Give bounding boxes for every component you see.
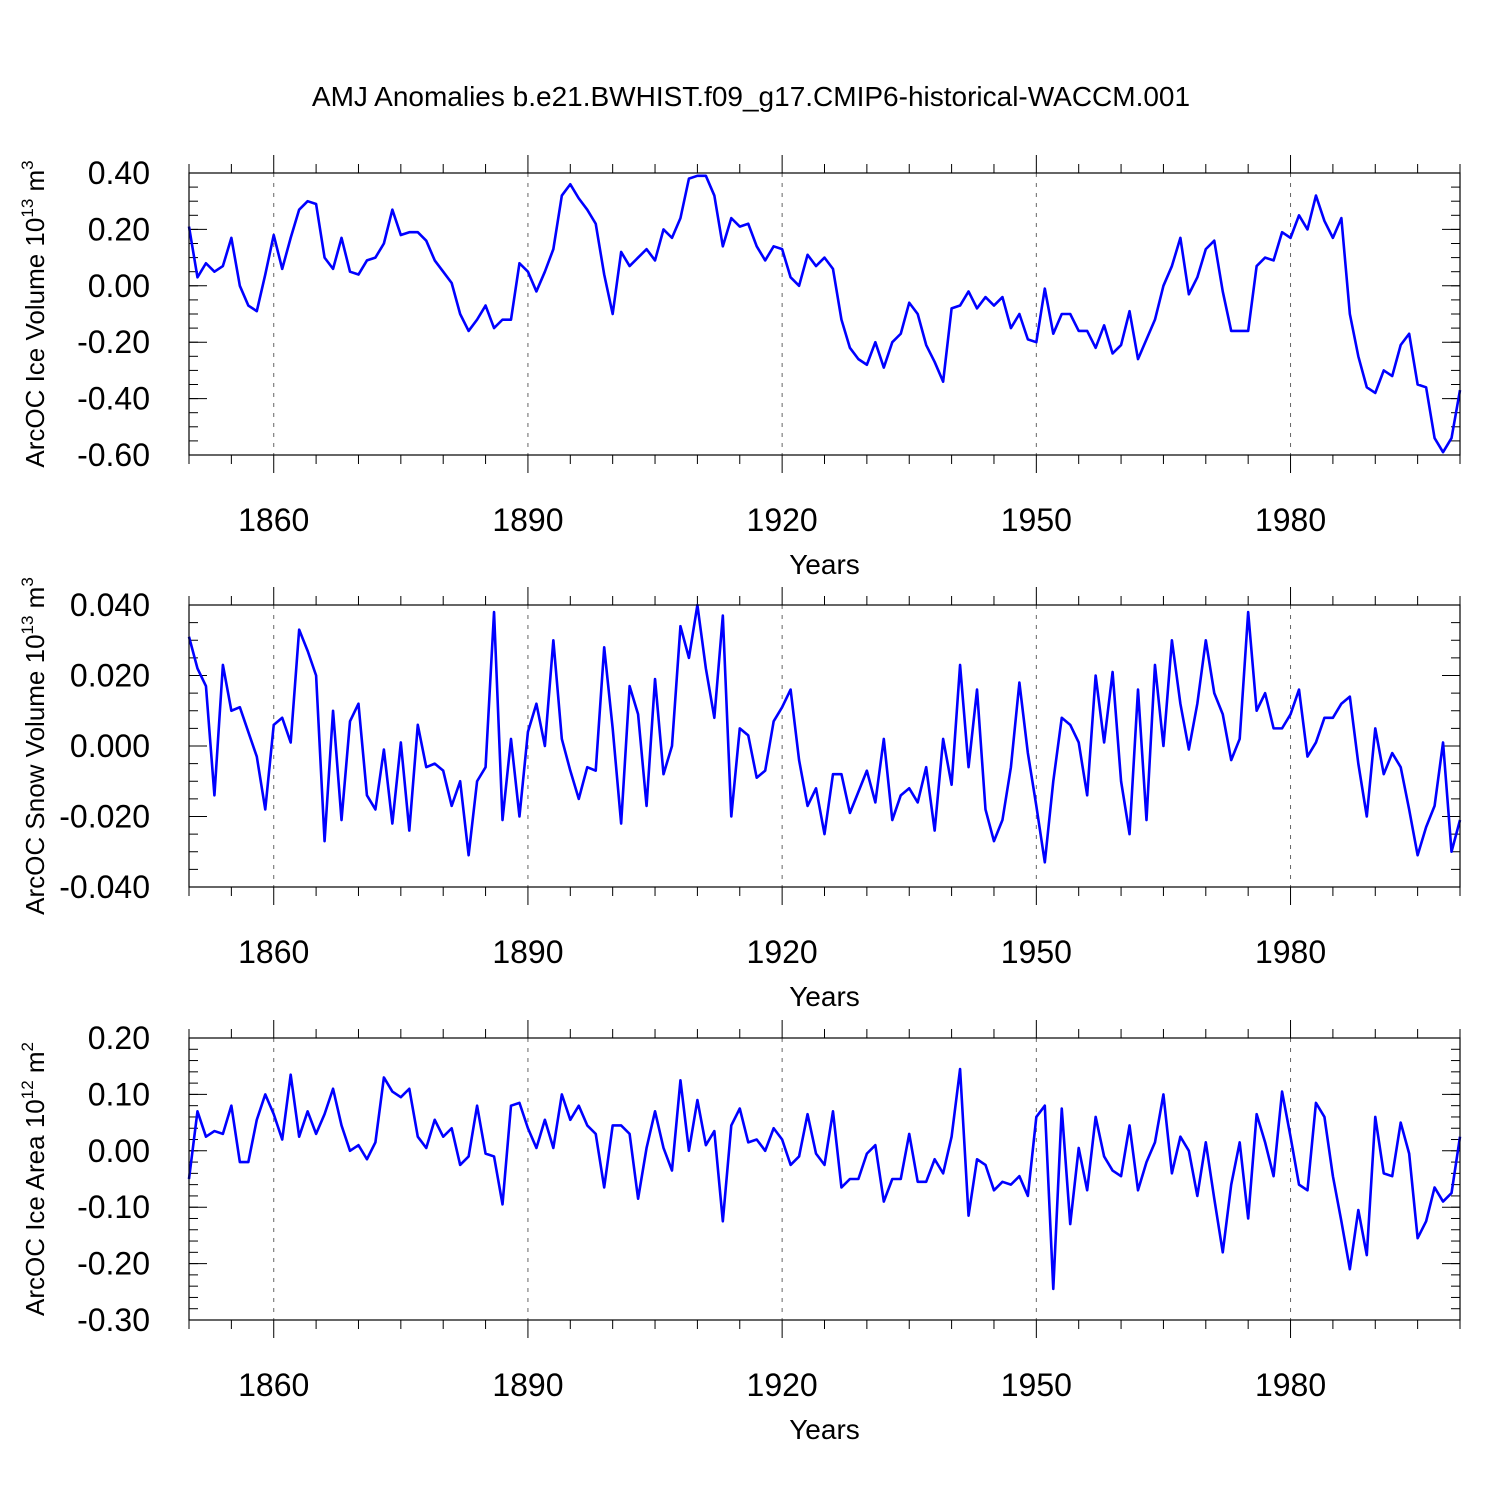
x-tick-label: 1890 — [492, 502, 563, 538]
y-tick-label: -0.40 — [77, 381, 150, 417]
x-tick-label: 1980 — [1255, 502, 1326, 538]
series-line — [187, 603, 1462, 864]
panel-1: -0.60 -0.40 -0.20 0.00 0.20 0.40 1860 1890 1920 1… — [18, 155, 1462, 580]
x-tick-label: 1920 — [747, 934, 818, 970]
y-tick-label: 0.00 — [88, 1133, 150, 1169]
y-tick-label: -0.040 — [59, 869, 150, 905]
panel-2: -0.040 -0.020 0.000 0.020 0.040 1860 1890 1920 1… — [18, 577, 1462, 1012]
chart-title: AMJ Anomalies b.e21.BWHIST.f09_g17.CMIP6… — [312, 81, 1190, 112]
x-tick-label: 1920 — [747, 502, 818, 538]
y-axis-label: ArcOC Ice Area 1012 m2 — [18, 1042, 50, 1316]
y-axis-label-exponent: 12 — [18, 1080, 37, 1099]
plot-frame — [188, 1037, 1461, 1321]
x-tick-label: 1890 — [492, 934, 563, 970]
x-tick-label: 1890 — [492, 1367, 563, 1403]
y-axis-label-unit: m — [20, 587, 50, 616]
y-axis-label-exponent: 13 — [18, 616, 37, 635]
y-axis-label-unit-exponent: 2 — [18, 1042, 37, 1051]
y-tick-label: 0.10 — [88, 1076, 150, 1112]
plot-frame — [188, 604, 1461, 888]
y-axis-label-exponent: 13 — [18, 199, 37, 218]
y-tick-label: 0.000 — [70, 728, 150, 764]
panel-3: -0.30 -0.20 -0.10 0.00 0.10 0.20 1860 1890 1920 1… — [18, 1020, 1462, 1445]
x-tick-label: 1860 — [238, 502, 309, 538]
y-tick-label: -0.30 — [77, 1302, 150, 1338]
y-tick-label: -0.20 — [77, 1246, 150, 1282]
series-line — [187, 174, 1462, 454]
x-tick-label: 1950 — [1001, 934, 1072, 970]
y-axis-label-text: ArcOC Ice Area 10 — [20, 1099, 50, 1316]
x-tick-label: 1980 — [1255, 934, 1326, 970]
y-tick-label: 0.040 — [70, 587, 150, 623]
x-tick-label: 1950 — [1001, 1367, 1072, 1403]
y-axis-label-unit-exponent: 3 — [18, 577, 37, 586]
y-tick-label: -0.10 — [77, 1189, 150, 1225]
x-axis-label: Years — [789, 549, 860, 580]
y-axis-label-unit-exponent: 3 — [18, 160, 37, 169]
y-tick-label: -0.020 — [59, 799, 150, 835]
y-tick-label: -0.60 — [77, 437, 150, 473]
x-tick-label: 1860 — [238, 934, 309, 970]
y-tick-label: 0.40 — [88, 155, 150, 191]
y-axis-label: ArcOC Ice Volume 1013 m3 — [18, 160, 50, 467]
x-tick-label: 1980 — [1255, 1367, 1326, 1403]
y-axis-label-text: ArcOC Ice Volume 10 — [20, 218, 50, 468]
y-axis-label: ArcOC Snow Volume 1013 m3 — [18, 577, 50, 915]
y-axis-label-text: ArcOC Snow Volume 10 — [20, 634, 50, 914]
y-tick-label: -0.20 — [77, 324, 150, 360]
y-axis-label-unit: m — [20, 170, 50, 199]
x-tick-label: 1950 — [1001, 502, 1072, 538]
x-axis-label: Years — [789, 1414, 860, 1445]
y-tick-label: 0.020 — [70, 658, 150, 694]
x-tick-label: 1860 — [238, 1367, 309, 1403]
x-axis-label: Years — [789, 981, 860, 1012]
panels: -0.60 -0.40 -0.20 0.00 0.20 0.40 1860 1890 1920 1… — [18, 155, 1462, 1445]
plot-frame — [188, 172, 1461, 456]
y-tick-label: 0.00 — [88, 268, 150, 304]
y-axis-label-unit: m — [20, 1051, 50, 1080]
y-tick-label: 0.20 — [88, 211, 150, 247]
y-tick-label: 0.20 — [88, 1020, 150, 1056]
x-tick-label: 1920 — [747, 1367, 818, 1403]
series-line — [187, 1067, 1462, 1291]
